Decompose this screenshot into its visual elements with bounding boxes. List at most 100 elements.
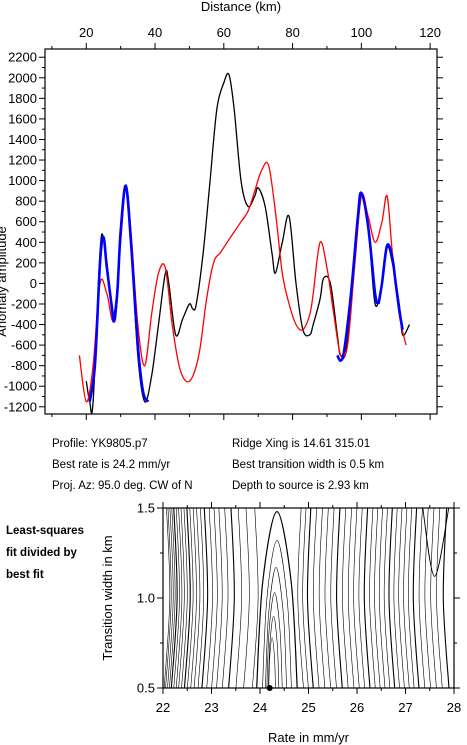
- x-tick-label: 80: [285, 25, 299, 40]
- misfit-contour-line: [302, 508, 309, 688]
- y-tick-label: 200: [15, 255, 37, 270]
- misfit-contour-line: [175, 508, 183, 688]
- misfit-contour-line: [243, 508, 250, 688]
- contour-x-tick-label: 26: [350, 700, 364, 715]
- misfit-contour-line: [201, 508, 209, 688]
- contour-x-tick-label: 27: [398, 700, 412, 715]
- contour-x-tick-label: 28: [447, 700, 461, 715]
- x-tick-label: 40: [148, 25, 162, 40]
- contour-x-tick-label: 22: [156, 700, 170, 715]
- y-tick-label: 600: [15, 214, 37, 229]
- y-tick-label: 1200: [8, 153, 37, 168]
- x-tick-label: 20: [79, 25, 93, 40]
- misfit-contour-line: [378, 508, 386, 688]
- misfit-contour-line: [336, 508, 343, 688]
- x-tick-label: 60: [217, 25, 231, 40]
- misfit-contour-line: [183, 508, 191, 688]
- profile-plot: 20 40 60 80 100 120 -1200 -1000 -800 -600 -400 -200…: [0, 0, 443, 420]
- misfit-contour-line: [169, 508, 176, 688]
- ridge-xing-text: Ridge Xing is 14.61 315.01: [232, 438, 370, 450]
- side-note-line-2: fit divided by: [6, 547, 78, 559]
- misfit-contour-line: [408, 508, 415, 688]
- misfit-contour-line: [363, 508, 371, 688]
- fit-segment-line: [112, 184, 150, 403]
- misfit-contour-line: [330, 508, 337, 688]
- info-block: Profile: YK9805.p7 Ridge Xing is 14.61 3…: [52, 438, 384, 492]
- misfit-contour-line: [297, 508, 304, 688]
- fit-segment-line: [377, 243, 404, 330]
- contour-y-tick-label: 0.5: [137, 681, 155, 696]
- contour-y-axis-label: Transition width in km: [100, 535, 115, 660]
- misfit-contour-line: [187, 508, 194, 688]
- y-axis-label: Anomaly amplitude: [0, 226, 9, 337]
- proj-az-text: Proj. Az: 95.0 deg. CW of N: [52, 480, 193, 492]
- misfit-contour-line: [266, 592, 283, 688]
- misfit-contour-line: [358, 508, 365, 688]
- y-tick-label: -400: [11, 317, 37, 332]
- misfit-contour-line: [197, 508, 205, 688]
- depth-text: Depth to source is 2.93 km: [232, 480, 369, 492]
- y-tick-label: 800: [15, 194, 37, 209]
- y-tick-label: 1000: [8, 173, 37, 188]
- y-tick-label: 2000: [8, 70, 37, 85]
- misfit-contour-line: [267, 615, 280, 688]
- misfit-contour-line: [262, 540, 292, 688]
- misfit-contour-line: [418, 508, 426, 688]
- misfit-contour-line: [211, 508, 218, 688]
- y-tick-label: -200: [11, 296, 37, 311]
- fit-segment-line: [336, 191, 380, 362]
- best-fit-marker: [266, 685, 273, 691]
- contour-y-tick-label: 1.5: [137, 501, 155, 516]
- misfit-contour-line: [306, 508, 314, 688]
- misfit-contour-line: [424, 508, 431, 688]
- misfit-contour-line: [388, 508, 396, 688]
- misfit-contour-line: [252, 508, 259, 688]
- misfit-contour-line: [216, 508, 223, 688]
- y-tick-label: -600: [11, 338, 37, 353]
- contour-x-axis-label: Rate in mm/yr: [268, 730, 350, 745]
- x-tick-label: 120: [419, 25, 441, 40]
- misfit-contour-line: [256, 510, 298, 688]
- y-tick-label: 1600: [8, 111, 37, 126]
- y-tick-label: 1800: [8, 91, 37, 106]
- misfit-contour-line: [268, 637, 276, 688]
- misfit-contour-line: [228, 508, 235, 688]
- misfit-contour-line: [353, 508, 360, 688]
- y-tick-label: 0: [30, 276, 37, 291]
- side-note: Least-squares fit divided by best fit: [6, 525, 84, 581]
- side-note-line-3: best fit: [6, 569, 44, 581]
- misfit-contour-line: [170, 508, 178, 688]
- y-tick-label: -1000: [4, 379, 37, 394]
- misfit-contour-line: [374, 508, 381, 688]
- misfit-contour-line: [167, 508, 174, 688]
- misfit-contour-line: [190, 508, 197, 688]
- misfit-contour-line: [412, 508, 420, 688]
- misfit-contour-line: [436, 508, 443, 688]
- misfit-contour-line: [393, 508, 400, 688]
- x-axis-label: Distance (km): [201, 0, 281, 14]
- misfit-contour-line: [222, 508, 229, 688]
- misfit-contour-line: [403, 508, 410, 688]
- misfit-contour-line: [235, 508, 242, 688]
- misfit-contour-line: [422, 508, 450, 577]
- misfit-contour-line: [165, 508, 172, 688]
- misfit-contour-line: [173, 508, 180, 688]
- misfit-contour-line: [369, 508, 376, 688]
- misfit-contour-line: [342, 508, 349, 688]
- misfit-contour-line: [312, 508, 320, 688]
- y-tick-label: 400: [15, 235, 37, 250]
- y-tick-label: 1400: [8, 132, 37, 147]
- fit-segment-line: [88, 235, 116, 402]
- profile-plot-frame: [44, 48, 438, 415]
- contour-x-tick-label: 24: [253, 700, 267, 715]
- contour-x-tick-label: 23: [204, 700, 218, 715]
- misfit-contour-line: [430, 508, 437, 688]
- misfit-contour-line: [206, 508, 213, 688]
- misfit-contour-line: [318, 508, 326, 688]
- x-tick-label: 100: [350, 25, 372, 40]
- y-tick-label: 2200: [8, 50, 37, 65]
- contour-x-tick-label: 25: [301, 700, 315, 715]
- misfit-contour-line: [193, 508, 201, 688]
- misfit-contour-line: [347, 508, 355, 688]
